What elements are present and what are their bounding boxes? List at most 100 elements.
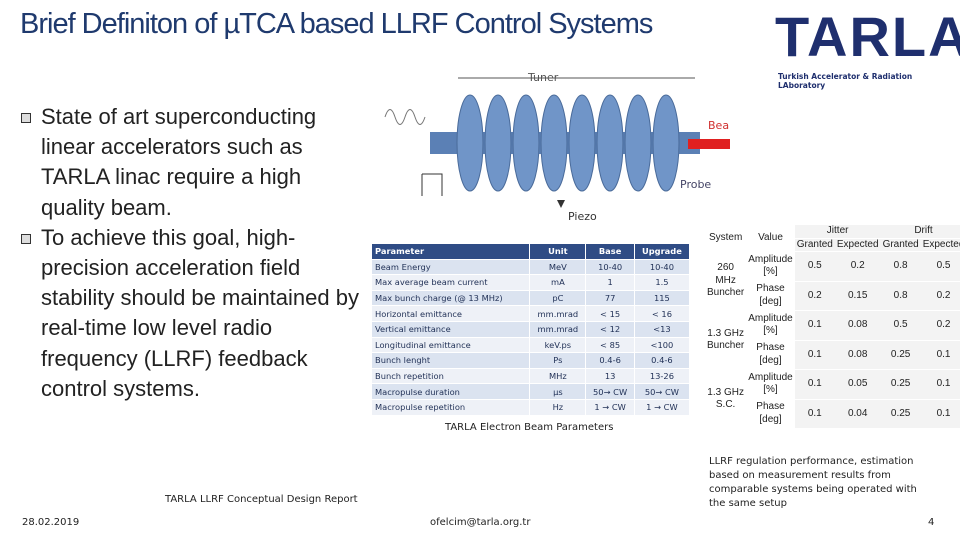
table-cell: Beam Energy	[370, 258, 531, 276]
table-row: Max bunch charge (@ 13 MHz) pC 77 115	[370, 289, 691, 307]
table-cell: 50→ CW	[633, 383, 691, 400]
header-cell: Granted	[794, 238, 835, 252]
header-cell: Base	[585, 243, 635, 260]
label: Beam	[708, 119, 730, 132]
table-cell: <100	[633, 336, 691, 354]
system-cell: 260 MHz Buncher	[705, 251, 747, 311]
value-cell: 0.5	[794, 251, 835, 282]
quantity-cell: Phase [deg]	[746, 340, 795, 370]
value-cell: 0.1	[794, 399, 835, 429]
table-cell: Bunch lenght	[370, 352, 531, 369]
table-row: Longitudinal emittance keV.ps < 85 <100	[370, 336, 691, 354]
table-cell: < 15	[585, 305, 635, 322]
page-number: 4	[928, 517, 935, 528]
value-cell: 0.1	[920, 340, 960, 370]
header-cell: Drift	[880, 225, 960, 239]
table-row: Phase [deg] 0.2 0.15 0.8 0.2	[705, 281, 960, 311]
quantity-cell: Amplitude [%]	[746, 369, 795, 400]
value-cell: 0.04	[834, 399, 881, 429]
value-cell: 0.15	[834, 281, 881, 311]
table-row: Macropulse repetition Hz 1 → CW 1 → CW	[370, 398, 691, 416]
value-cell: 0.1	[920, 399, 960, 429]
table-row: Bunch repetition MHz 13 13-26	[370, 367, 691, 385]
table-row: Horizontal emittance mm.mrad < 15 < 16	[370, 305, 691, 322]
value-cell: 0.1	[794, 340, 835, 370]
label: Piezo	[568, 210, 597, 223]
value-cell: 0.8	[880, 251, 921, 282]
value-cell: 0.25	[880, 340, 921, 370]
rf-wave	[384, 109, 426, 125]
table-cell: 13	[585, 367, 635, 385]
table-caption: TARLA Electron Beam Parameters	[445, 422, 614, 433]
header-cell: Upgrade	[633, 243, 691, 260]
header-cell: Jitter	[794, 225, 881, 239]
table-cell: pC	[529, 289, 587, 307]
value-cell: 0.25	[880, 369, 921, 400]
slide-title: Brief Definiton of µTCA based LLRF Contr…	[20, 8, 653, 40]
table-cell: Vertical emittance	[370, 320, 531, 338]
piezo-arrow	[557, 200, 565, 208]
value-cell: 0.25	[880, 399, 921, 429]
coupler-symbol	[421, 173, 443, 196]
table-cell: 77	[585, 289, 635, 307]
table-cell: mm.mrad	[529, 320, 587, 338]
bullet: State of art superconducting linear acce…	[20, 102, 365, 223]
bullet: To achieve this goal, high-precision acc…	[20, 223, 365, 404]
table-row: Max average beam current mA 1 1.5	[370, 274, 691, 291]
table-cell: 10-40	[585, 258, 635, 276]
cavity-cells	[456, 94, 680, 192]
table-row: Phase [deg] 0.1 0.04 0.25 0.1	[705, 399, 960, 429]
value-cell: 0.08	[834, 340, 881, 370]
performance-table: System Value Jitter Drift Granted Expected Gra…	[705, 225, 960, 429]
header-row: System Value Jitter Drift	[705, 225, 960, 252]
parameter-table: Parameter Unit Base Upgrade Beam Energy MeV 10…	[370, 243, 691, 416]
table-row: Vertical emittance mm.mrad < 12 <13	[370, 320, 691, 338]
table-cell: 50→ CW	[585, 383, 635, 400]
table-cell: < 85	[585, 336, 635, 354]
table-row: Bunch lenght Ps 0.4-6 0.4-6	[370, 352, 691, 369]
table-cell: 0.4-6	[585, 352, 635, 369]
table-cell: 10-40	[633, 258, 691, 276]
value-cell: 0.2	[794, 281, 835, 311]
table-cell: 13-26	[633, 367, 691, 385]
header-cell: Granted	[880, 238, 921, 252]
table-row: Beam Energy MeV 10-40 10-40	[370, 258, 691, 276]
header-cell: Expected	[834, 238, 881, 252]
table-cell: mA	[529, 274, 587, 291]
system-cell: 1.3 GHz S.C.	[705, 369, 747, 429]
table-row: 260 MHz Buncher Amplitude [%] 0.5 0.2 0.8 0.5	[705, 251, 960, 311]
table-row: Phase [deg] 0.1 0.08 0.25 0.1	[705, 340, 960, 370]
table-cell: Max bunch charge (@ 13 MHz)	[370, 289, 531, 307]
table-cell: Max average beam current	[370, 274, 531, 291]
value-cell: 0.1	[794, 369, 835, 400]
table-cell: <13	[633, 320, 691, 338]
value-cell: 0.2	[920, 310, 960, 341]
quantity-cell: Phase [deg]	[746, 399, 795, 429]
header-cell: Unit	[529, 243, 587, 260]
table-cell: 1	[585, 274, 635, 291]
table-cell: keV.ps	[529, 336, 587, 354]
value-cell: 0.5	[920, 251, 960, 282]
value-cell: 0.2	[920, 281, 960, 311]
table-caption: LLRF regulation performance, estimation …	[709, 456, 917, 509]
header-cell: System	[705, 225, 747, 252]
header-cell: Parameter	[370, 243, 531, 260]
table-cell: Macropulse repetition	[370, 398, 531, 416]
table-cell: < 16	[633, 305, 691, 322]
table-cell: Bunch repetition	[370, 367, 531, 385]
logo-subtitle: Turkish Accelerator & Radiation LAborato…	[778, 72, 913, 90]
quantity-cell: Phase [deg]	[746, 281, 795, 311]
table-cell: MHz	[529, 367, 587, 385]
table-cell: 1 → CW	[585, 398, 635, 416]
table-cell: 0.4-6	[633, 352, 691, 369]
table-cell: Macropulse duration	[370, 383, 531, 400]
bullet-list: State of art superconducting linear acce…	[20, 102, 365, 404]
header-cell: Value	[746, 225, 795, 252]
value-cell: 0.1	[920, 369, 960, 400]
footer-email: ofelcim@tarla.org.tr	[430, 517, 531, 528]
label: Tuner	[527, 71, 559, 84]
table-cell: 1 → CW	[633, 398, 691, 416]
footer-report: TARLA LLRF Conceptual Design Report	[165, 494, 358, 505]
header-cell: Expected	[920, 238, 960, 252]
